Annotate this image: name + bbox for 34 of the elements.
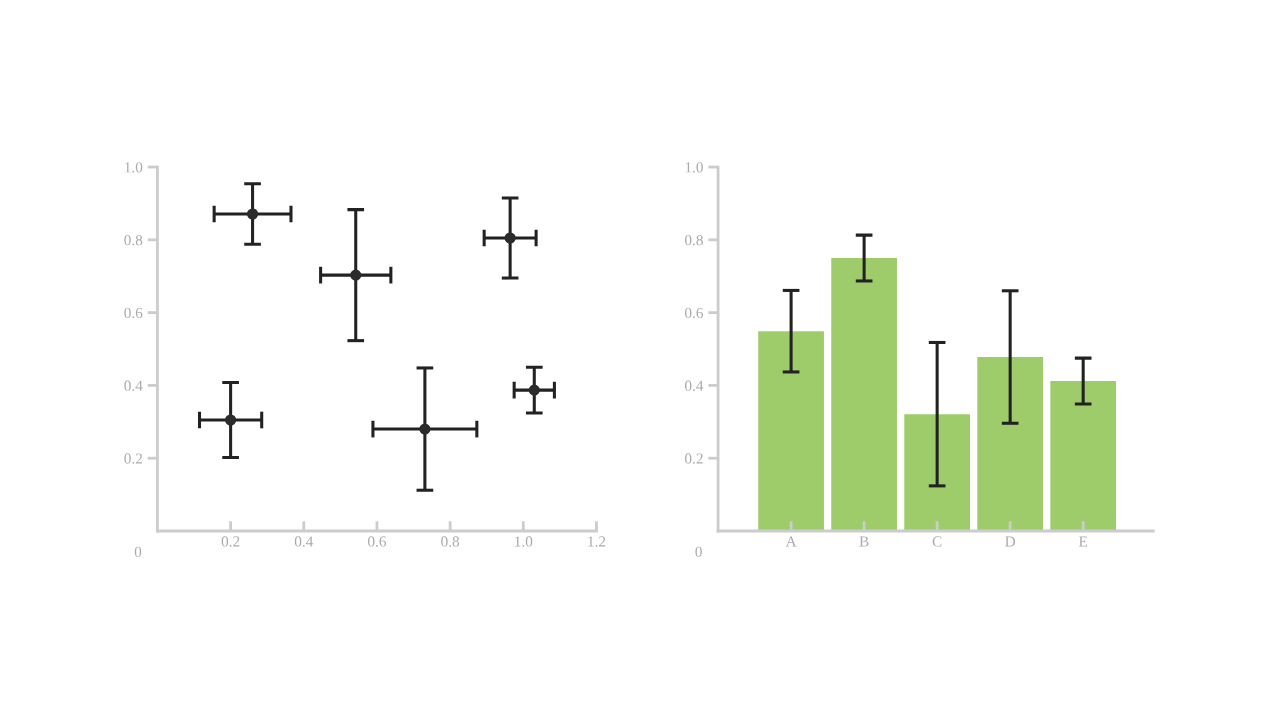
y-tick-label: 0.8 — [684, 234, 703, 246]
x-tick-label: 0.8 — [441, 536, 460, 547]
point — [246, 208, 259, 220]
bar — [758, 331, 824, 531]
text: 0 — [695, 546, 702, 558]
point — [528, 384, 540, 396]
x-tick-label: 1.0 — [515, 536, 533, 547]
x-tick-label: D — [1005, 536, 1016, 547]
x-tick-label: 0.6 — [367, 536, 387, 547]
y-tick-label: 1.0 — [125, 162, 143, 173]
y-tick-label: 0.4 — [684, 380, 704, 391]
x-tick-label: 0.4 — [294, 536, 314, 547]
y-tick-label: 0.6 — [124, 307, 143, 319]
point — [350, 269, 362, 281]
bar — [977, 357, 1044, 531]
x-tick-label: 1.2 — [588, 536, 606, 547]
y-tick-label: 0.2 — [684, 453, 703, 464]
y-tick-label: 1.0 — [685, 162, 703, 173]
x-tick-label: B — [859, 536, 869, 547]
y-tick-label: 0.6 — [684, 307, 704, 319]
bar — [904, 414, 970, 531]
x-tick-label: E — [1078, 536, 1088, 547]
text: 0 — [134, 546, 142, 558]
bar — [1050, 381, 1117, 531]
point — [504, 232, 516, 244]
x-tick-label: C — [932, 536, 942, 547]
y-tick-label: 0.4 — [124, 380, 143, 391]
y-tick-label: 0.8 — [124, 234, 143, 246]
y-tick-label: 0.2 — [124, 453, 143, 464]
point — [419, 423, 431, 435]
bar — [831, 258, 897, 531]
x-tick-label: A — [785, 536, 797, 547]
point — [225, 414, 237, 426]
x-tick-label: 0.2 — [221, 536, 240, 547]
